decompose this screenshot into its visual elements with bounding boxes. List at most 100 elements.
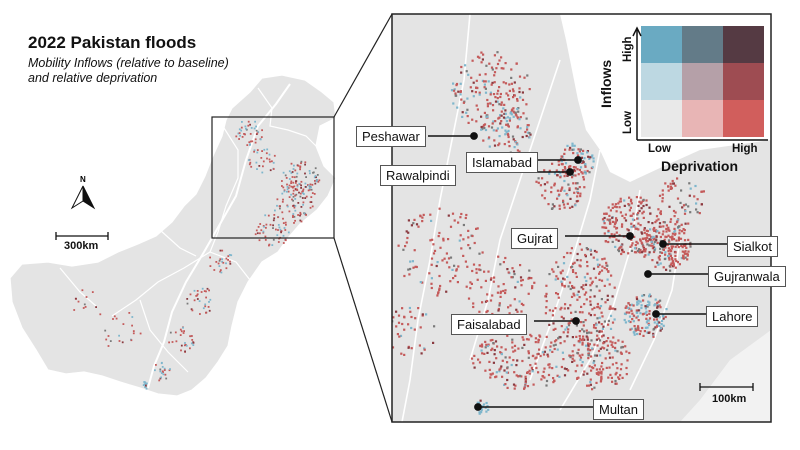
flood-dot	[630, 225, 633, 228]
flood-dot	[301, 197, 304, 199]
flood-dot	[695, 202, 698, 205]
flood-dot	[299, 168, 301, 171]
flood-dot	[219, 258, 222, 261]
flood-dot	[619, 374, 622, 377]
flood-dot	[409, 260, 412, 263]
flood-dot	[548, 323, 551, 326]
flood-dot	[530, 277, 533, 280]
flood-dot	[569, 165, 572, 168]
flood-dot	[669, 187, 672, 190]
flood-dot	[637, 328, 640, 331]
flood-dot	[544, 346, 547, 349]
flood-dot	[678, 263, 681, 266]
flood-dot	[608, 219, 611, 222]
flood-dot	[665, 268, 668, 271]
flood-dot	[499, 290, 502, 293]
flood-dot	[647, 331, 650, 334]
flood-dot	[256, 168, 258, 170]
flood-dot	[483, 123, 487, 126]
flood-dot	[552, 381, 555, 384]
flood-dot	[664, 315, 667, 319]
flood-dot	[541, 351, 545, 354]
flood-dot	[534, 337, 537, 340]
flood-dot	[303, 212, 306, 215]
flood-dot	[462, 101, 465, 104]
flood-dot	[593, 306, 596, 309]
flood-dot	[639, 249, 642, 252]
flood-dot	[531, 287, 534, 290]
flood-dot	[631, 318, 634, 321]
flood-dot	[292, 216, 294, 218]
flood-dot	[206, 287, 209, 290]
flood-dot	[467, 244, 470, 247]
flood-dot	[568, 206, 572, 209]
flood-dot	[525, 134, 528, 138]
flood-dot	[518, 90, 521, 94]
flood-dot	[576, 195, 579, 198]
flood-dot	[584, 253, 587, 257]
flood-dot	[118, 340, 121, 342]
flood-dot	[456, 281, 459, 284]
flood-dot	[573, 261, 576, 264]
flood-dot	[644, 326, 647, 329]
flood-dot	[497, 307, 500, 311]
flood-dot	[562, 331, 565, 334]
flood-dot	[507, 140, 510, 143]
flood-dot	[598, 330, 601, 333]
flood-dot	[565, 368, 568, 371]
flood-dot	[584, 165, 587, 168]
flood-dot	[300, 220, 303, 223]
flood-dot	[648, 244, 651, 247]
flood-dot	[600, 365, 603, 368]
flood-dot	[505, 92, 508, 95]
flood-dot	[557, 163, 560, 166]
flood-dot	[175, 340, 178, 343]
flood-dot	[666, 243, 669, 247]
flood-dot	[526, 126, 529, 129]
flood-dot	[494, 96, 497, 99]
flood-dot	[488, 145, 491, 148]
scale-bar-national	[55, 232, 109, 240]
flood-dot	[646, 305, 649, 308]
flood-dot	[583, 303, 586, 306]
flood-dot	[625, 311, 628, 314]
flood-dot	[589, 284, 592, 287]
flood-dot	[646, 326, 649, 329]
flood-dot	[636, 249, 639, 252]
flood-dot	[583, 276, 586, 279]
flood-dot	[575, 275, 578, 278]
flood-dot	[570, 247, 573, 250]
flood-dot	[500, 114, 503, 117]
flood-dot	[527, 131, 530, 134]
flood-dot	[618, 247, 621, 250]
flood-dot	[460, 71, 463, 74]
flood-dot	[432, 243, 435, 246]
flood-dot	[521, 278, 524, 282]
flood-dot	[475, 79, 478, 82]
flood-dot	[602, 220, 605, 223]
flood-dot	[591, 154, 594, 157]
flood-dot	[634, 247, 637, 250]
flood-dot	[465, 285, 468, 288]
flood-dot	[585, 247, 588, 250]
flood-dot	[480, 343, 484, 346]
flood-dot	[564, 328, 567, 331]
flood-dot	[481, 58, 484, 61]
flood-dot	[512, 115, 515, 118]
flood-dot	[586, 169, 589, 173]
flood-dot	[144, 381, 147, 384]
flood-dot	[661, 315, 665, 318]
flood-dot	[609, 222, 612, 225]
flood-dot	[648, 310, 651, 313]
flood-dot	[555, 365, 558, 368]
flood-dot	[256, 232, 259, 235]
flood-dot	[245, 127, 247, 130]
flood-dot	[185, 344, 188, 347]
flood-dot	[508, 89, 511, 92]
flood-dot	[596, 263, 600, 266]
flood-dot	[430, 263, 433, 266]
flood-dot	[266, 148, 269, 151]
flood-dot	[543, 367, 546, 370]
flood-dot	[255, 161, 258, 164]
